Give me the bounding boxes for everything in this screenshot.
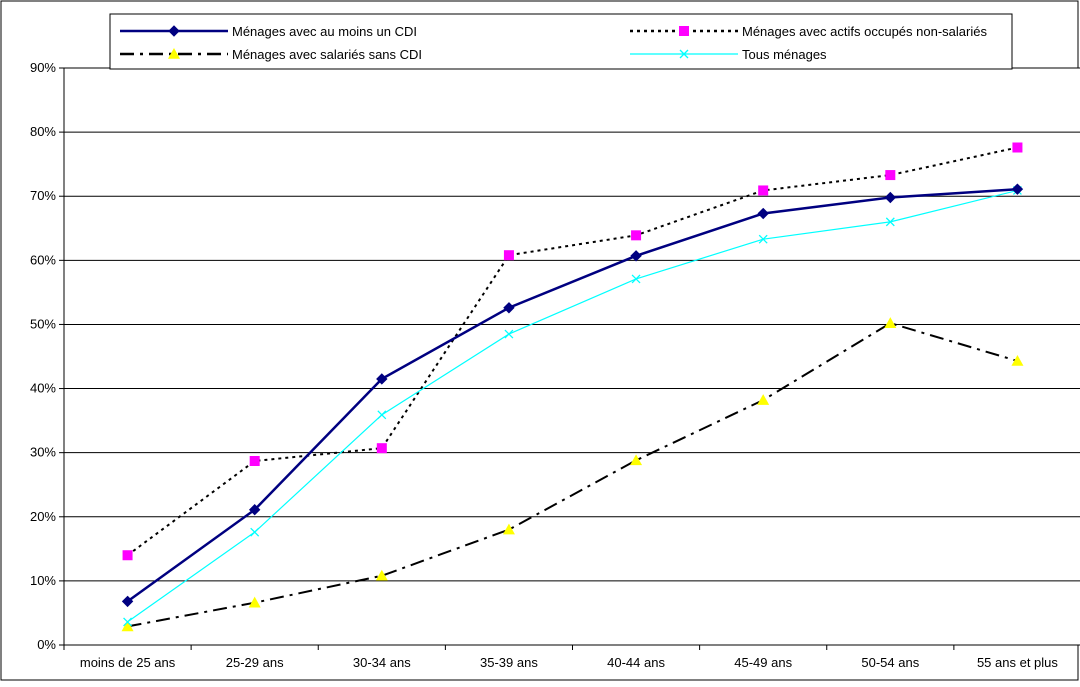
y-tick-label: 20%: [30, 509, 56, 524]
x-marker-stroke: [758, 234, 768, 244]
data-point: [884, 191, 897, 204]
x-marker-stroke: [504, 329, 514, 339]
legend-marker: [168, 25, 180, 37]
data-point: [631, 274, 641, 284]
legend: Ménages avec au moins un CDI Ménages avec…: [109, 13, 1013, 70]
data-point: [376, 443, 387, 454]
x-marker-stroke: [123, 617, 133, 627]
data-point: [376, 373, 388, 385]
legend-label: Ménages avec salariés sans CDI: [232, 47, 422, 62]
legend-item-2: Ménages avec salariés sans CDI: [120, 47, 422, 62]
legend-item-0: Ménages avec au moins un CDI: [120, 24, 417, 39]
data-point: [249, 456, 260, 467]
data-point: [630, 250, 642, 262]
series-0: [121, 183, 1024, 608]
data-point: [758, 234, 768, 244]
legend-item-3: Tous ménages: [630, 47, 827, 62]
legend-label: Ménages avec actifs occupés non-salariés: [742, 24, 987, 39]
legend-marker: [679, 26, 689, 36]
y-tick-label: 40%: [30, 381, 56, 396]
y-tick-label: 70%: [30, 188, 56, 203]
legend-label: Ménages avec au moins un CDI: [232, 24, 417, 39]
data-point: [121, 620, 134, 632]
x-tick-label: 55 ans et plus: [977, 655, 1058, 670]
x-marker-stroke: [679, 49, 689, 59]
x-tick-label: 40-44 ans: [607, 655, 665, 670]
data-point: [1012, 142, 1023, 153]
data-point: [630, 454, 643, 466]
data-point: [885, 170, 896, 181]
legend-marker: [168, 48, 180, 59]
series-line: [126, 146, 1018, 557]
data-point: [121, 595, 134, 608]
y-tick-label: 50%: [30, 316, 56, 331]
series-line: [127, 189, 1018, 623]
data-point: [758, 185, 769, 196]
series-line: [127, 322, 1018, 628]
series-2: [121, 317, 1024, 632]
data-point: [377, 410, 387, 420]
legend-label: Tous ménages: [742, 47, 827, 62]
data-point: [503, 302, 515, 314]
x-marker-stroke: [250, 527, 260, 537]
data-point: [757, 394, 770, 405]
x-tick-label: moins de 25 ans: [80, 655, 176, 670]
data-point: [248, 596, 261, 608]
data-point: [375, 569, 388, 581]
y-tick-label: 90%: [30, 60, 56, 75]
y-tick-label: 0%: [37, 637, 56, 652]
plot-area: [63, 67, 1080, 646]
legend-box: [109, 13, 1013, 70]
y-tick-label: 80%: [30, 124, 56, 139]
data-point: [248, 504, 261, 516]
x-tick-label: 35-39 ans: [480, 655, 538, 670]
data-point: [1011, 354, 1024, 366]
series-line: [126, 187, 1018, 603]
y-tick-label: 10%: [30, 573, 56, 588]
data-point: [1011, 183, 1024, 195]
data-point: [885, 217, 895, 227]
data-point: [504, 329, 514, 339]
x-tick-label: 30-34 ans: [353, 655, 411, 670]
x-tick-label: 50-54 ans: [861, 655, 919, 670]
data-point: [250, 527, 260, 537]
data-point: [502, 523, 515, 535]
x-marker-stroke: [377, 410, 387, 420]
y-tick-label: 30%: [30, 445, 56, 460]
x-marker-stroke: [631, 274, 641, 284]
legend-item-1: Ménages avec actifs occupés non-salariés: [630, 24, 987, 39]
series: [121, 142, 1024, 632]
y-tick-label: 60%: [30, 252, 56, 267]
data-point: [884, 317, 897, 328]
data-point: [503, 250, 514, 261]
axes: 0% 10% 20% 30% 40% 50% 60% 70% 80% 90% moins de 25…: [30, 60, 1080, 670]
series-1: [122, 142, 1023, 561]
data-point: [631, 230, 642, 241]
x-tick-label: 45-49 ans: [734, 655, 792, 670]
data-point: [123, 617, 133, 627]
data-point: [122, 550, 133, 561]
x-marker-stroke: [885, 217, 895, 227]
data-point: [757, 207, 769, 220]
legend-marker: [679, 49, 689, 59]
x-tick-label: 25-29 ans: [226, 655, 284, 670]
